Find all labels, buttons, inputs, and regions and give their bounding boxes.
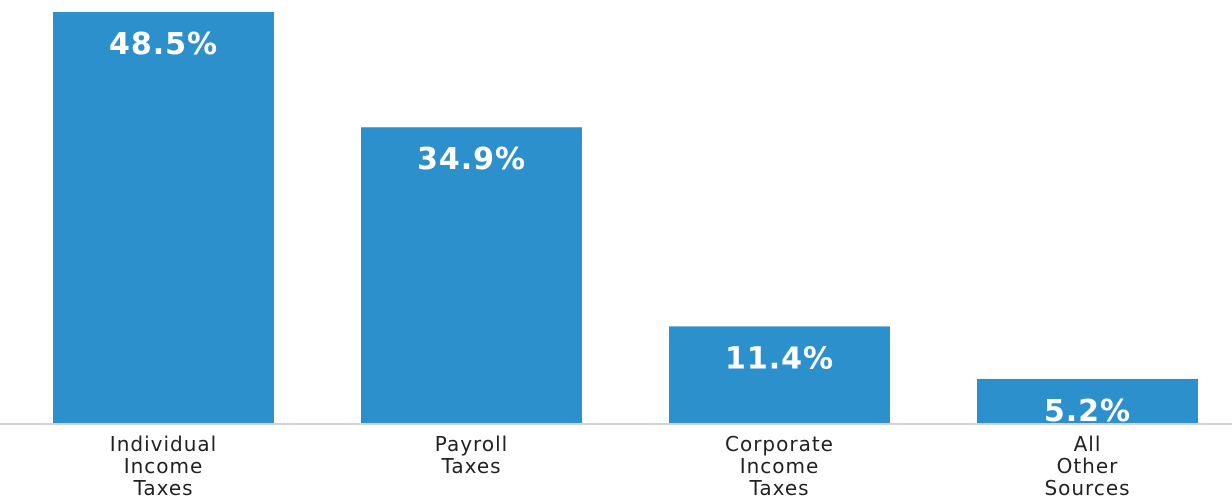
category-label-line: Taxes — [748, 476, 809, 498]
category-label-0: Individual Income Taxes — [110, 432, 217, 498]
bar-2 — [669, 326, 890, 423]
category-label-line: Other — [1057, 454, 1119, 478]
bar-value-label-1: 34.9% — [417, 142, 526, 177]
bar-1 — [361, 127, 582, 423]
category-label-1: Payroll Taxes — [435, 432, 508, 478]
category-label-line: All — [1074, 432, 1102, 456]
category-label-line: Payroll — [435, 432, 508, 456]
category-label-line: Individual — [110, 432, 217, 456]
category-label-line: Sources — [1044, 476, 1130, 498]
category-label-line: Income — [740, 454, 820, 478]
bar-3 — [977, 378, 1198, 423]
bars-group — [53, 12, 1198, 423]
bar-value-label-2: 11.4% — [725, 341, 834, 376]
category-label-line: Taxes — [440, 454, 501, 478]
category-label-3: All Other Sources — [1044, 432, 1130, 498]
value-labels-group: 48.5%34.9%11.4%5.2% — [109, 27, 1130, 429]
category-label-line: Corporate — [725, 432, 834, 456]
bar-value-label-0: 48.5% — [109, 27, 218, 62]
bar-0 — [53, 12, 274, 423]
category-label-line: Income — [124, 454, 204, 478]
category-label-2: Corporate Income Taxes — [725, 432, 834, 498]
category-label-line: Taxes — [132, 476, 193, 498]
